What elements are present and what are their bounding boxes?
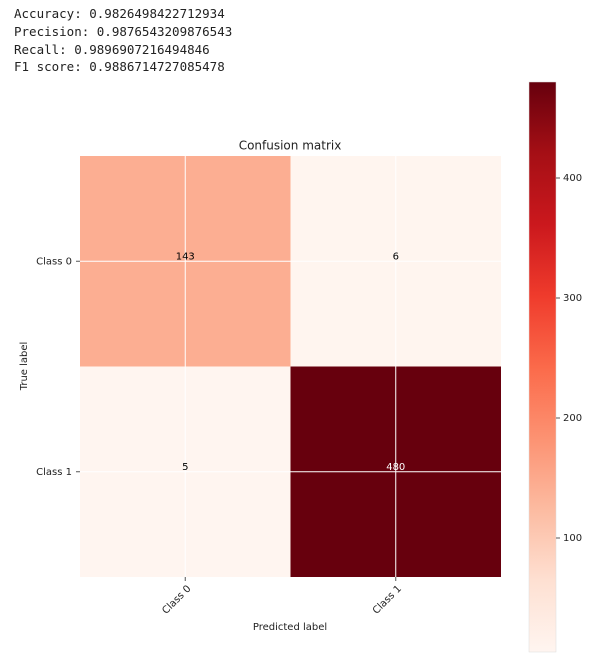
- colorbar-tick-label: 300: [563, 293, 582, 304]
- metric-line: Accuracy: 0.9826498422712934: [14, 6, 225, 21]
- metric-line: Recall: 0.9896907216494846: [14, 42, 210, 57]
- chart-title: Confusion matrix: [239, 139, 342, 153]
- y-tick-label: Class 1: [36, 467, 72, 478]
- colorbar-tick-label: 400: [563, 173, 582, 184]
- metric-line: Precision: 0.9876543209876543: [14, 24, 233, 39]
- colorbar-tick-label: 200: [563, 413, 582, 424]
- x-axis-label: Predicted label: [253, 622, 327, 633]
- x-tick-label: Class 1: [371, 583, 404, 616]
- y-tick-label: Class 0: [36, 256, 72, 267]
- cell-label: 480: [386, 462, 405, 473]
- metric-line: F1 score: 0.9886714727085478: [14, 59, 225, 74]
- y-axis-label: True label: [19, 342, 30, 392]
- cell-label: 143: [176, 251, 195, 262]
- colorbar-tick-label: 100: [563, 533, 582, 544]
- cell-label: 6: [393, 251, 399, 262]
- colorbar: [528, 81, 557, 653]
- x-tick-label: Class 0: [160, 583, 193, 616]
- cell-label: 5: [182, 462, 188, 473]
